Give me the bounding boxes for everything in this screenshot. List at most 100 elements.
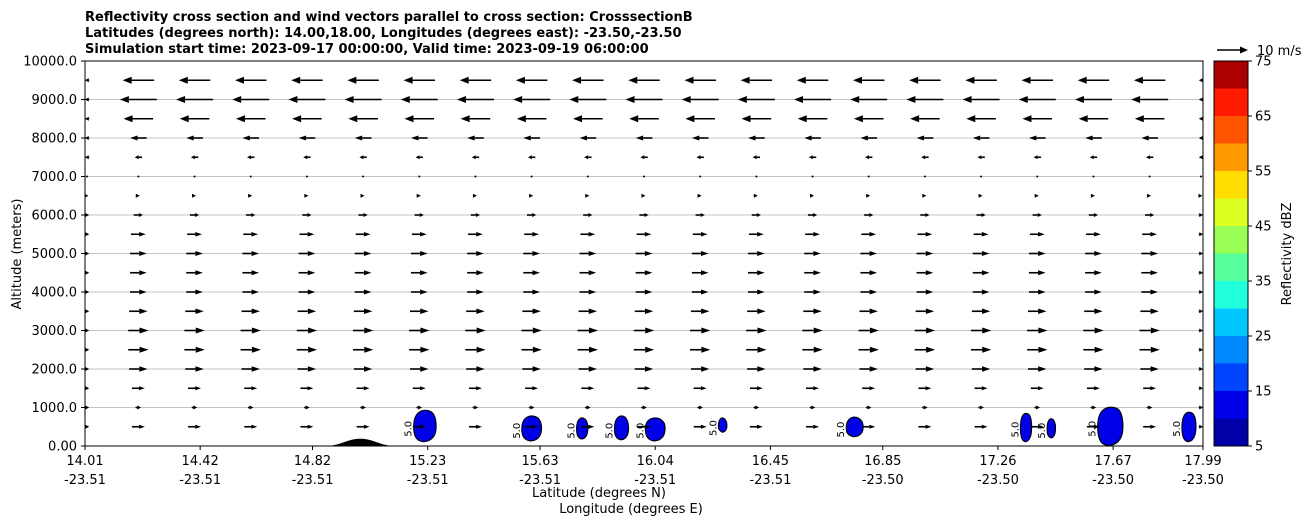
wind-vector-17-18	[1131, 96, 1169, 103]
y-tick-label-6: 6000.0	[32, 209, 78, 224]
wind-vector-0-15	[974, 424, 988, 429]
wind-vector-14-17	[1089, 155, 1098, 160]
x-tick-lat-10: 17.99	[1184, 454, 1221, 469]
wind-vector-18-16	[1021, 76, 1053, 84]
colorbar-tick-label-3: 35	[1255, 275, 1272, 290]
wind-vector-right-edge-12	[1198, 193, 1203, 198]
wind-vector-3-13	[859, 366, 878, 372]
wind-vector-15-5	[410, 135, 428, 141]
wind-vector-13-17	[1092, 175, 1095, 178]
wind-vector-7-7	[523, 289, 540, 295]
wind-vector-13-2	[249, 175, 252, 178]
wind-vector-16-1	[179, 115, 210, 123]
wind-vector-5-9	[633, 327, 655, 334]
wind-vector-11-14	[920, 213, 930, 217]
wind-vector-7-5	[410, 289, 428, 295]
wind-vector-4-8	[577, 346, 598, 353]
wind-vector-12-9	[641, 193, 646, 198]
wind-key-label: 10 m/s	[1257, 44, 1302, 59]
colorbar-bin-0	[1214, 418, 1248, 446]
echo-contour-label-4: 5.0	[635, 423, 646, 439]
wind-vector-16-10	[685, 115, 715, 123]
wind-vector-3-14	[915, 366, 935, 372]
wind-vector-5-17	[1083, 327, 1104, 334]
x-tick-lat-0: 14.01	[66, 454, 103, 469]
wind-vector-0-8	[581, 424, 595, 429]
wind-vector-12-0	[135, 193, 140, 198]
wind-vector-17-5	[400, 96, 438, 103]
wind-vector-1-3	[304, 405, 310, 410]
y-axis-label: Altitude (meters)	[10, 199, 25, 310]
wind-vector-right-edge-13	[1200, 175, 1202, 178]
wind-vector-14-6	[471, 155, 480, 160]
wind-vector-13-1	[193, 175, 196, 178]
wind-vector-left-edge-13	[86, 175, 88, 178]
wind-vector-15-14	[916, 135, 934, 141]
x-axis-ticks: 14.01 -23.51 14.42 -23.51 14.82 -23.51 15.23 -2…	[64, 446, 1224, 488]
wind-vector-8-13	[860, 270, 878, 276]
echo-0	[413, 409, 437, 443]
colorbar-bin-5	[1214, 281, 1248, 309]
wind-vector-9-8	[579, 251, 597, 256]
wind-vector-right-edge-10	[1198, 232, 1204, 237]
wind-vector-11-6	[470, 213, 481, 217]
wind-vector-6-2	[241, 308, 260, 315]
wind-key: 10 m/s	[1217, 44, 1302, 59]
wind-vector-17-11	[737, 96, 775, 103]
wind-vector-17-14	[906, 96, 944, 103]
echo-3	[613, 415, 630, 441]
wind-vector-10-8	[580, 232, 596, 237]
wind-vector-12-17	[1090, 193, 1095, 198]
wind-vector-17-13	[850, 96, 888, 103]
wind-vector-5-3	[296, 327, 318, 334]
wind-vector-13-9	[643, 175, 645, 178]
wind-vector-1-18	[1146, 405, 1153, 410]
wind-vector-15-13	[860, 135, 878, 141]
wind-vector-18-2	[235, 76, 267, 84]
wind-vector-12-5	[416, 193, 421, 198]
wind-vector-0-18	[1143, 424, 1157, 429]
wind-vector-left-edge-18	[84, 78, 90, 83]
wind-vector-7-17	[1085, 289, 1102, 295]
wind-vector-0-2	[244, 424, 258, 429]
wind-vector-3-4	[353, 366, 373, 372]
wind-vector-15-4	[354, 135, 372, 141]
wind-vector-5-15	[970, 327, 992, 334]
wind-vector-6-9	[634, 308, 654, 315]
wind-vector-0-9	[637, 424, 651, 429]
wind-vector-14-7	[527, 155, 536, 160]
wind-vector-18-6	[459, 76, 492, 84]
wind-vector-10-5	[411, 232, 427, 237]
wind-vector-15-8	[579, 135, 597, 141]
wind-vector-1-0	[135, 405, 142, 410]
wind-vector-10-6	[468, 232, 483, 237]
wind-vector-12-16	[1034, 193, 1039, 198]
wind-vector-9-10	[691, 251, 709, 256]
wind-vector-15-16	[1028, 135, 1046, 141]
wind-vector-right-edge-0	[1198, 424, 1204, 429]
wind-vector-right-edge-8	[1198, 270, 1204, 275]
wind-vector-18-11	[740, 76, 773, 84]
wind-vector-5-7	[521, 327, 542, 334]
wind-vector-8-18	[1141, 270, 1158, 276]
wind-vector-10-9	[636, 232, 652, 237]
wind-vector-8-5	[410, 270, 428, 276]
wind-vector-18-17	[1077, 76, 1110, 84]
wind-vector-13-16	[1036, 175, 1039, 178]
wind-vector-14-13	[865, 155, 873, 160]
echo-1	[521, 415, 543, 442]
wind-vector-9-0	[130, 251, 147, 256]
wind-vector-5-11	[746, 327, 767, 334]
wind-vector-15-10	[691, 135, 709, 141]
wind-vector-10-12	[805, 232, 820, 237]
wind-vector-left-edge-16	[84, 116, 90, 121]
wind-vector-4-15	[970, 346, 992, 353]
wind-vector-13-5	[418, 175, 421, 178]
terrain	[326, 438, 394, 446]
wind-vector-13-8	[586, 175, 589, 178]
wind-vector-3-15	[971, 366, 991, 372]
wind-vector-4-12	[802, 346, 823, 353]
wind-vector-16-2	[235, 115, 266, 123]
wind-vector-0-0	[131, 424, 145, 429]
echo-contour-label-5: 5.0	[708, 420, 719, 436]
